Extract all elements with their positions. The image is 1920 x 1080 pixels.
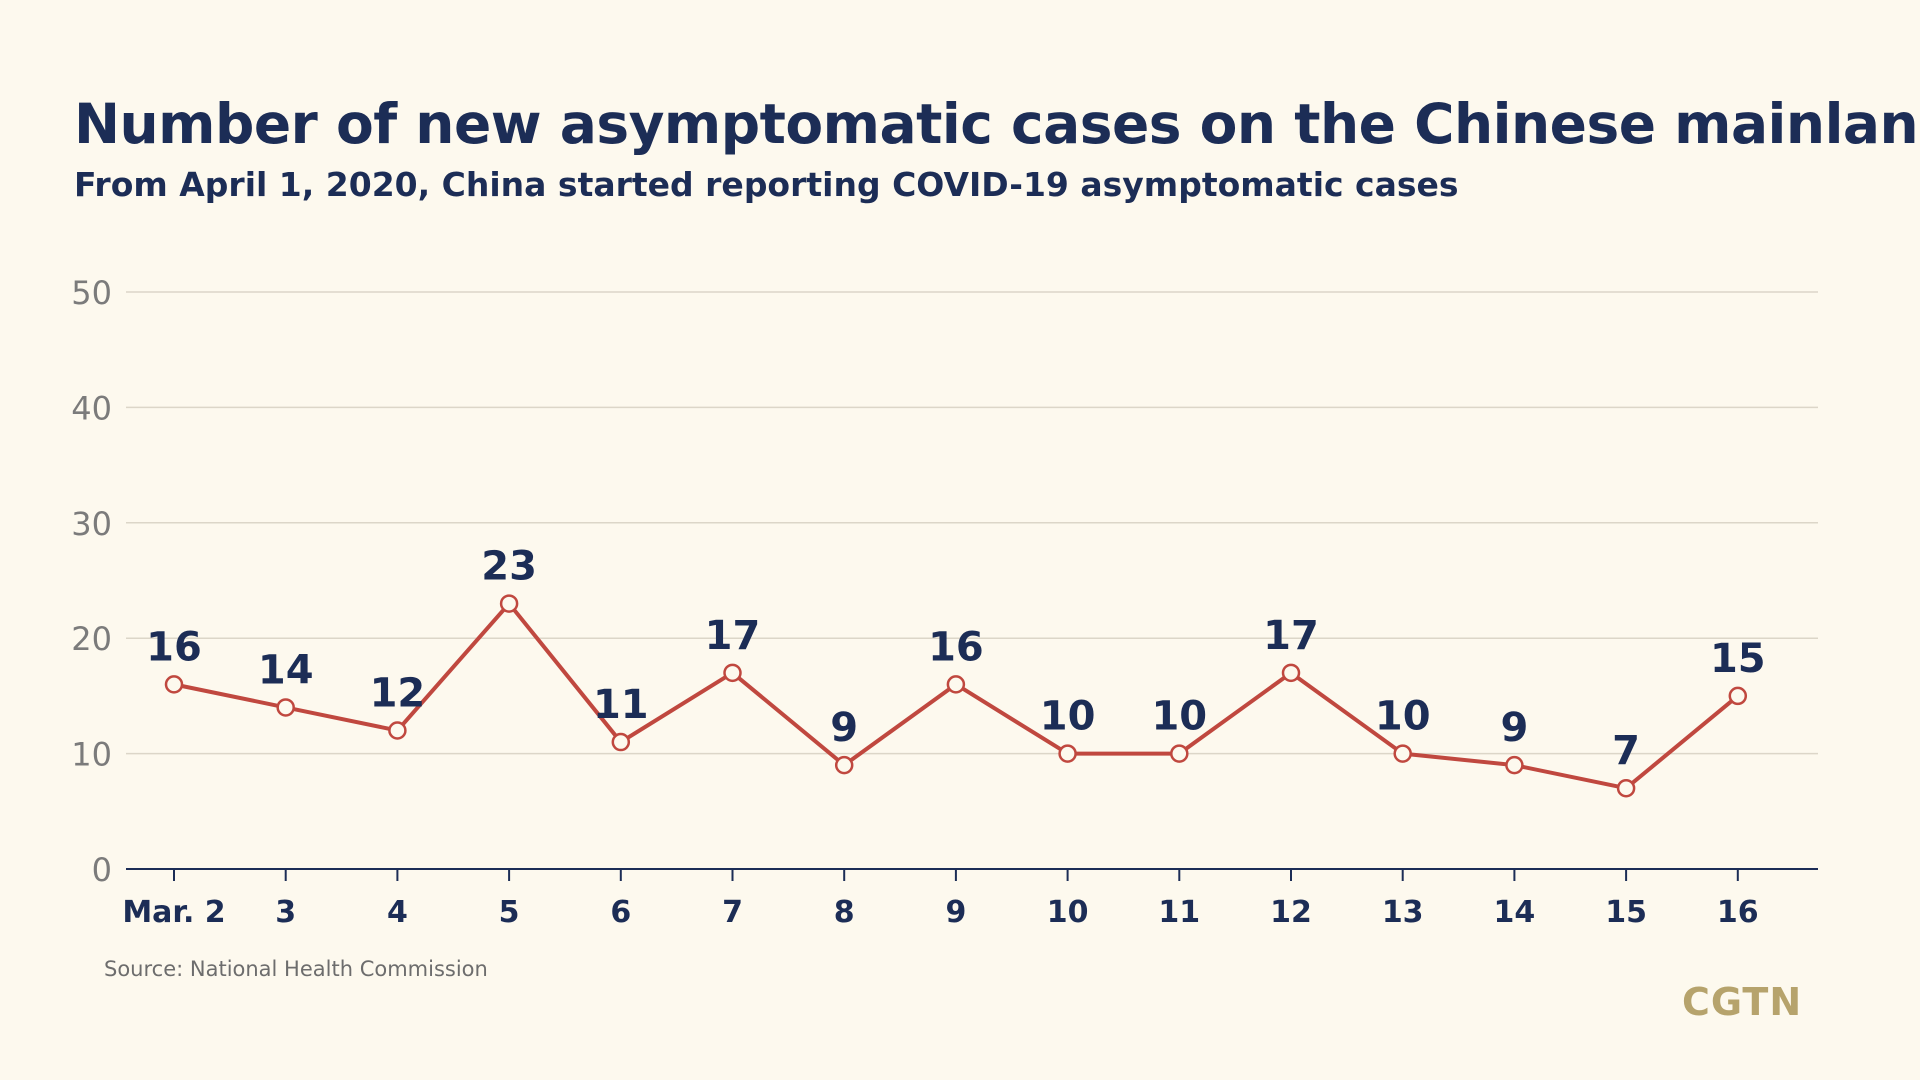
x-tick-label-0: Mar. 2 xyxy=(122,895,225,930)
y-tick-label-40: 40 xyxy=(71,389,112,427)
data-point-8 xyxy=(1058,744,1077,763)
data-point-3 xyxy=(499,594,519,613)
x-tick-label-10: 12 xyxy=(1270,895,1312,930)
x-tick-label-7: 9 xyxy=(945,895,966,930)
x-tick-label-12: 14 xyxy=(1494,895,1536,930)
data-point-14 xyxy=(1728,686,1748,706)
x-axis: Mar. 2 3 4 5 6 7 8 9 10 11 12 13 14 15 16 xyxy=(122,868,1818,930)
y-tick-label-50: 50 xyxy=(71,274,112,312)
data-point-0 xyxy=(164,675,184,694)
x-tick-label-2: 4 xyxy=(387,895,408,930)
data-labels: 16 14 12 23 11 17 9 16 10 10 17 10 9 7 15 xyxy=(146,544,1765,775)
data-label-9: 10 xyxy=(1151,694,1207,740)
data-label-8: 10 xyxy=(1040,694,1096,740)
y-tick-label-10: 10 xyxy=(71,736,112,774)
data-label-3: 23 xyxy=(481,544,537,590)
data-point-10 xyxy=(1281,663,1301,683)
data-label-12: 9 xyxy=(1500,705,1528,751)
data-label-6: 9 xyxy=(830,705,858,751)
y-tick-label-30: 30 xyxy=(71,505,112,543)
data-label-5: 17 xyxy=(705,613,761,659)
data-point-7 xyxy=(946,675,966,694)
y-tick-label-0: 0 xyxy=(92,851,112,889)
data-point-5 xyxy=(723,663,742,683)
source-note: Source: National Health Commission xyxy=(104,957,488,981)
cgtn-logo: CGTN xyxy=(1682,980,1803,1024)
data-label-13: 7 xyxy=(1612,728,1640,774)
x-tick-label-9: 11 xyxy=(1158,895,1200,930)
chart-subtitle: From April 1, 2020, China started report… xyxy=(74,165,1459,204)
data-label-0: 16 xyxy=(146,624,202,670)
data-label-11: 10 xyxy=(1375,694,1431,740)
data-label-10: 17 xyxy=(1263,613,1319,659)
data-point-4 xyxy=(611,732,631,752)
data-points xyxy=(164,594,1748,798)
data-point-1 xyxy=(276,698,295,717)
data-label-14: 15 xyxy=(1710,636,1766,682)
x-tick-label-1: 3 xyxy=(275,895,296,930)
x-tick-label-8: 10 xyxy=(1047,895,1089,930)
x-tick-label-14: 16 xyxy=(1717,895,1759,930)
data-point-11 xyxy=(1393,744,1412,763)
data-point-12 xyxy=(1505,755,1524,775)
x-tick-label-11: 13 xyxy=(1382,895,1424,930)
x-tick-label-4: 6 xyxy=(610,895,631,930)
x-tick-label-5: 7 xyxy=(722,895,743,930)
data-label-4: 11 xyxy=(593,682,649,728)
data-point-13 xyxy=(1616,778,1636,798)
gridlines xyxy=(126,291,1818,755)
data-point-6 xyxy=(834,755,854,775)
data-label-7: 16 xyxy=(928,624,984,670)
x-tick-label-6: 8 xyxy=(834,895,855,930)
x-tick-label-3: 5 xyxy=(499,895,520,930)
data-label-1: 14 xyxy=(258,647,314,693)
data-point-2 xyxy=(388,721,407,740)
y-axis: 0 10 20 30 40 50 xyxy=(71,274,112,889)
data-label-2: 12 xyxy=(370,671,426,717)
y-tick-label-20: 20 xyxy=(71,620,112,658)
data-point-9 xyxy=(1170,744,1189,763)
chart-title: Number of new asymptomatic cases on the … xyxy=(74,92,1920,156)
x-tick-label-13: 15 xyxy=(1605,895,1647,930)
